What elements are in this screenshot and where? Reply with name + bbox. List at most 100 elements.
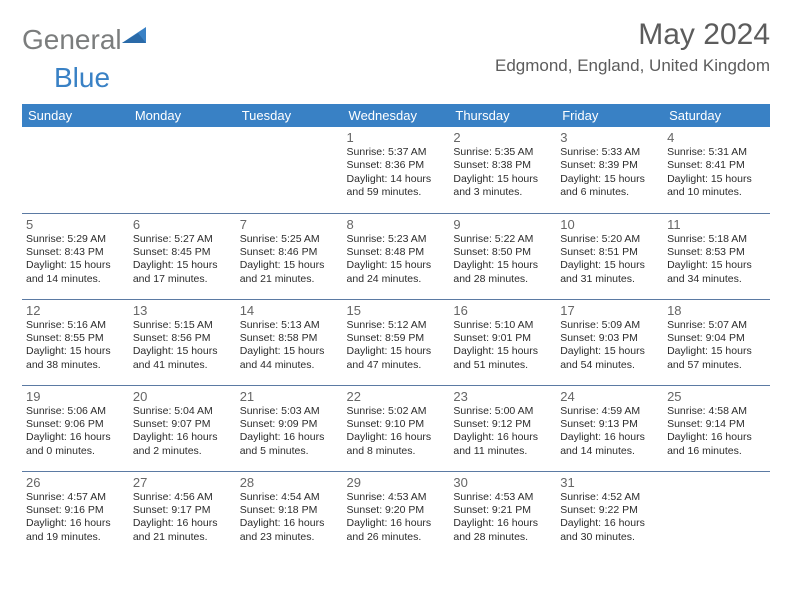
day-cell: 25Sunrise: 4:58 AM Sunset: 9:14 PM Dayli… [663, 385, 770, 471]
day-number: 18 [667, 303, 766, 318]
day-cell [663, 471, 770, 557]
weekday-header: Thursday [449, 104, 556, 127]
weekday-header: Wednesday [343, 104, 450, 127]
weekday-header-row: SundayMondayTuesdayWednesdayThursdayFrid… [22, 104, 770, 127]
day-cell: 1Sunrise: 5:37 AM Sunset: 8:36 PM Daylig… [343, 127, 450, 213]
day-number: 3 [560, 130, 659, 145]
day-details: Sunrise: 5:37 AM Sunset: 8:36 PM Dayligh… [347, 146, 446, 200]
day-cell: 13Sunrise: 5:15 AM Sunset: 8:56 PM Dayli… [129, 299, 236, 385]
day-cell: 6Sunrise: 5:27 AM Sunset: 8:45 PM Daylig… [129, 213, 236, 299]
day-details: Sunrise: 5:06 AM Sunset: 9:06 PM Dayligh… [26, 405, 125, 459]
weekday-header: Tuesday [236, 104, 343, 127]
day-number: 16 [453, 303, 552, 318]
day-details: Sunrise: 5:22 AM Sunset: 8:50 PM Dayligh… [453, 233, 552, 287]
day-number: 27 [133, 475, 232, 490]
logo: General [22, 24, 148, 56]
logo-word2: Blue [54, 62, 110, 93]
day-cell: 17Sunrise: 5:09 AM Sunset: 9:03 PM Dayli… [556, 299, 663, 385]
day-cell: 18Sunrise: 5:07 AM Sunset: 9:04 PM Dayli… [663, 299, 770, 385]
calendar-body: 1Sunrise: 5:37 AM Sunset: 8:36 PM Daylig… [22, 127, 770, 557]
day-cell: 15Sunrise: 5:12 AM Sunset: 8:59 PM Dayli… [343, 299, 450, 385]
day-cell: 16Sunrise: 5:10 AM Sunset: 9:01 PM Dayli… [449, 299, 556, 385]
day-details: Sunrise: 4:53 AM Sunset: 9:21 PM Dayligh… [453, 491, 552, 545]
day-number: 5 [26, 217, 125, 232]
day-details: Sunrise: 5:07 AM Sunset: 9:04 PM Dayligh… [667, 319, 766, 373]
day-number: 24 [560, 389, 659, 404]
day-cell: 23Sunrise: 5:00 AM Sunset: 9:12 PM Dayli… [449, 385, 556, 471]
day-cell: 12Sunrise: 5:16 AM Sunset: 8:55 PM Dayli… [22, 299, 129, 385]
day-details: Sunrise: 5:04 AM Sunset: 9:07 PM Dayligh… [133, 405, 232, 459]
table-row: 1Sunrise: 5:37 AM Sunset: 8:36 PM Daylig… [22, 127, 770, 213]
day-cell: 19Sunrise: 5:06 AM Sunset: 9:06 PM Dayli… [22, 385, 129, 471]
day-number: 26 [26, 475, 125, 490]
day-number: 14 [240, 303, 339, 318]
table-row: 5Sunrise: 5:29 AM Sunset: 8:43 PM Daylig… [22, 213, 770, 299]
day-details: Sunrise: 4:52 AM Sunset: 9:22 PM Dayligh… [560, 491, 659, 545]
day-cell: 2Sunrise: 5:35 AM Sunset: 8:38 PM Daylig… [449, 127, 556, 213]
day-number: 13 [133, 303, 232, 318]
day-cell: 4Sunrise: 5:31 AM Sunset: 8:41 PM Daylig… [663, 127, 770, 213]
day-cell: 7Sunrise: 5:25 AM Sunset: 8:46 PM Daylig… [236, 213, 343, 299]
day-cell: 3Sunrise: 5:33 AM Sunset: 8:39 PM Daylig… [556, 127, 663, 213]
weekday-header: Friday [556, 104, 663, 127]
day-details: Sunrise: 5:29 AM Sunset: 8:43 PM Dayligh… [26, 233, 125, 287]
day-details: Sunrise: 5:23 AM Sunset: 8:48 PM Dayligh… [347, 233, 446, 287]
day-cell: 29Sunrise: 4:53 AM Sunset: 9:20 PM Dayli… [343, 471, 450, 557]
day-details: Sunrise: 4:54 AM Sunset: 9:18 PM Dayligh… [240, 491, 339, 545]
day-details: Sunrise: 5:00 AM Sunset: 9:12 PM Dayligh… [453, 405, 552, 459]
day-details: Sunrise: 5:25 AM Sunset: 8:46 PM Dayligh… [240, 233, 339, 287]
day-details: Sunrise: 4:59 AM Sunset: 9:13 PM Dayligh… [560, 405, 659, 459]
day-cell: 21Sunrise: 5:03 AM Sunset: 9:09 PM Dayli… [236, 385, 343, 471]
day-number: 20 [133, 389, 232, 404]
day-details: Sunrise: 5:02 AM Sunset: 9:10 PM Dayligh… [347, 405, 446, 459]
day-number: 9 [453, 217, 552, 232]
weekday-header: Sunday [22, 104, 129, 127]
day-number: 15 [347, 303, 446, 318]
day-number: 4 [667, 130, 766, 145]
day-number: 1 [347, 130, 446, 145]
day-number: 21 [240, 389, 339, 404]
day-number: 7 [240, 217, 339, 232]
day-number: 22 [347, 389, 446, 404]
day-details: Sunrise: 5:20 AM Sunset: 8:51 PM Dayligh… [560, 233, 659, 287]
calendar-table: SundayMondayTuesdayWednesdayThursdayFrid… [22, 104, 770, 557]
day-number: 19 [26, 389, 125, 404]
day-number: 11 [667, 217, 766, 232]
day-cell: 31Sunrise: 4:52 AM Sunset: 9:22 PM Dayli… [556, 471, 663, 557]
day-cell: 8Sunrise: 5:23 AM Sunset: 8:48 PM Daylig… [343, 213, 450, 299]
day-number: 6 [133, 217, 232, 232]
day-cell: 27Sunrise: 4:56 AM Sunset: 9:17 PM Dayli… [129, 471, 236, 557]
day-details: Sunrise: 5:12 AM Sunset: 8:59 PM Dayligh… [347, 319, 446, 373]
day-cell [236, 127, 343, 213]
day-details: Sunrise: 5:15 AM Sunset: 8:56 PM Dayligh… [133, 319, 232, 373]
day-details: Sunrise: 5:27 AM Sunset: 8:45 PM Dayligh… [133, 233, 232, 287]
day-details: Sunrise: 4:56 AM Sunset: 9:17 PM Dayligh… [133, 491, 232, 545]
weekday-header: Monday [129, 104, 236, 127]
day-details: Sunrise: 5:18 AM Sunset: 8:53 PM Dayligh… [667, 233, 766, 287]
month-title: May 2024 [495, 18, 770, 52]
logo-triangle-icon [122, 23, 148, 50]
day-details: Sunrise: 5:35 AM Sunset: 8:38 PM Dayligh… [453, 146, 552, 200]
day-details: Sunrise: 5:13 AM Sunset: 8:58 PM Dayligh… [240, 319, 339, 373]
day-cell: 30Sunrise: 4:53 AM Sunset: 9:21 PM Dayli… [449, 471, 556, 557]
day-details: Sunrise: 4:58 AM Sunset: 9:14 PM Dayligh… [667, 405, 766, 459]
day-details: Sunrise: 5:10 AM Sunset: 9:01 PM Dayligh… [453, 319, 552, 373]
day-number: 10 [560, 217, 659, 232]
title-block: May 2024 Edgmond, England, United Kingdo… [495, 18, 770, 76]
day-number: 2 [453, 130, 552, 145]
logo-word1: General [22, 24, 122, 56]
day-cell: 20Sunrise: 5:04 AM Sunset: 9:07 PM Dayli… [129, 385, 236, 471]
day-details: Sunrise: 5:33 AM Sunset: 8:39 PM Dayligh… [560, 146, 659, 200]
weekday-header: Saturday [663, 104, 770, 127]
day-number: 25 [667, 389, 766, 404]
day-cell: 22Sunrise: 5:02 AM Sunset: 9:10 PM Dayli… [343, 385, 450, 471]
table-row: 26Sunrise: 4:57 AM Sunset: 9:16 PM Dayli… [22, 471, 770, 557]
day-number: 8 [347, 217, 446, 232]
day-details: Sunrise: 4:57 AM Sunset: 9:16 PM Dayligh… [26, 491, 125, 545]
day-cell: 10Sunrise: 5:20 AM Sunset: 8:51 PM Dayli… [556, 213, 663, 299]
day-details: Sunrise: 5:03 AM Sunset: 9:09 PM Dayligh… [240, 405, 339, 459]
day-cell: 5Sunrise: 5:29 AM Sunset: 8:43 PM Daylig… [22, 213, 129, 299]
location: Edgmond, England, United Kingdom [495, 56, 770, 76]
day-number: 17 [560, 303, 659, 318]
day-details: Sunrise: 5:31 AM Sunset: 8:41 PM Dayligh… [667, 146, 766, 200]
